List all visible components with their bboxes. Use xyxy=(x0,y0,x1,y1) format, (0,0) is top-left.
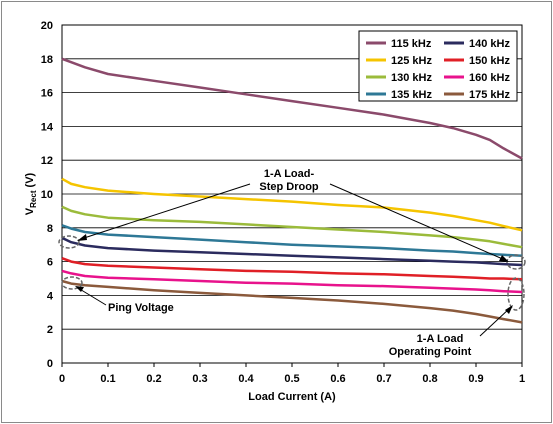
ping-arrow-head xyxy=(75,286,84,292)
x-tick-label: 0.9 xyxy=(468,373,483,385)
x-tick-label: 0.3 xyxy=(192,373,207,385)
droop-marker-left xyxy=(58,235,80,249)
droop-label-line1: 1-A Load- xyxy=(264,168,315,180)
x-tick-label: 1 xyxy=(519,373,525,385)
droop-arrow-right-head xyxy=(499,255,509,262)
ping-marker xyxy=(61,276,83,290)
series-line-115-khz xyxy=(61,57,523,160)
operating-point-arrow xyxy=(479,307,511,337)
operating-point-marker xyxy=(507,277,525,311)
legend-label: 115 kHz xyxy=(391,38,432,50)
y-axis-ticks: 0 2 4 6 8 10 12 14 16 18 20 xyxy=(41,20,54,370)
series-line-130-khz xyxy=(61,205,523,249)
y-tick-label: 12 xyxy=(41,155,53,167)
annotations: 1-A Load- Step Droop Ping Voltage 1-A Lo… xyxy=(58,168,526,358)
x-tick-label: 0.8 xyxy=(422,373,437,385)
x-axis-title: Load Current (A) xyxy=(248,391,336,403)
x-tick-label: 0.6 xyxy=(330,373,345,385)
legend-label: 125 kHz xyxy=(391,55,432,67)
y-tick-label: 2 xyxy=(47,324,53,336)
y-tick-label: 6 xyxy=(47,257,53,269)
legend-label: 135 kHz xyxy=(391,89,432,101)
droop-marker-right xyxy=(506,254,526,270)
y-tick-label: 8 xyxy=(47,223,53,235)
ping-arrow xyxy=(77,287,107,306)
x-tick-label: 0.2 xyxy=(146,373,161,385)
y-tick-label: 16 xyxy=(41,88,53,100)
series-line-175-khz xyxy=(61,279,523,324)
droop-arrow-left-head xyxy=(77,234,87,241)
droop-arrow-right xyxy=(329,183,506,261)
legend-label: 150 kHz xyxy=(469,55,510,67)
y-axis-title: VRect (V) xyxy=(24,172,38,215)
legend-label: 140 kHz xyxy=(469,38,510,50)
operating-point-label-line1: 1-A Load xyxy=(417,333,464,345)
series-line-125-khz xyxy=(61,177,523,232)
legend-label: 160 kHz xyxy=(469,72,510,84)
series-line-160-khz xyxy=(61,269,523,294)
x-tick-label: 0.5 xyxy=(284,373,299,385)
legend-label: 175 kHz xyxy=(469,89,510,101)
legend-label: 130 kHz xyxy=(391,72,432,84)
x-axis-ticks: 0 0.1 0.2 0.3 0.4 0.5 0.6 0.7 0.8 0.9 1 xyxy=(59,363,525,385)
series-lines xyxy=(61,57,523,324)
x-tick-label: 0.4 xyxy=(238,373,254,385)
y-tick-label: 0 xyxy=(47,358,53,370)
operating-point-arrow-head xyxy=(505,305,513,314)
operating-point-label-line2: Operating Point xyxy=(389,346,472,358)
x-tick-label: 0.7 xyxy=(376,373,391,385)
x-tick-label: 0 xyxy=(59,373,65,385)
series-line-150-khz xyxy=(61,257,523,281)
x-tick-label: 0.1 xyxy=(100,373,115,385)
y-tick-label: 10 xyxy=(41,189,53,201)
droop-arrow-left xyxy=(80,183,251,240)
ping-label: Ping Voltage xyxy=(108,302,174,314)
series-line-140-khz xyxy=(61,236,523,267)
y-tick-label: 18 xyxy=(41,54,53,66)
y-tick-label: 20 xyxy=(41,20,53,32)
series-line-135-khz xyxy=(61,224,523,257)
legend: 115 kHz 140 kHz 125 kHz 150 kHz 130 kHz 160 k… xyxy=(358,30,518,102)
droop-label-line2: Step Droop xyxy=(259,181,319,193)
y-tick-label: 14 xyxy=(41,121,54,133)
y-tick-label: 4 xyxy=(47,290,54,302)
